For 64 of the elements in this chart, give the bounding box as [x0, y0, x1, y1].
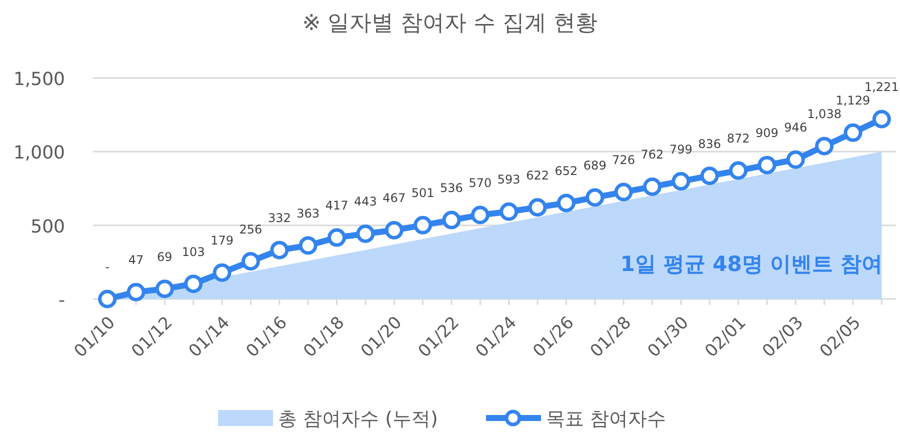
point [500, 202, 518, 221]
legend-label: 목표 참여자수 [546, 408, 666, 430]
point [528, 198, 547, 217]
point [98, 290, 117, 308]
point [328, 228, 346, 247]
point [126, 282, 146, 302]
point [872, 110, 891, 128]
data-label: 179 [210, 234, 234, 248]
data-label: 689 [583, 158, 606, 172]
point [184, 274, 203, 294]
point [241, 252, 260, 271]
point [815, 136, 834, 156]
y-tick-label: - [58, 290, 65, 311]
chart-title: ※ 일자별 참여자 수 집계 현황 [302, 11, 598, 36]
data-label: 1,129 [836, 94, 870, 108]
point [642, 177, 662, 196]
data-label: 1,221 [864, 80, 899, 94]
point [586, 188, 604, 207]
point [442, 210, 461, 230]
point [298, 236, 318, 255]
y-tick-label: 500 [30, 216, 65, 238]
data-label: 762 [640, 148, 664, 162]
data-label: 622 [526, 168, 549, 182]
data-label: 836 [698, 136, 722, 151]
data-label: 799 [669, 142, 692, 156]
point [212, 263, 232, 282]
point [614, 182, 633, 202]
data-label: 570 [468, 176, 492, 190]
data-label: 467 [382, 191, 406, 206]
point [470, 206, 490, 224]
data-label: 103 [182, 244, 205, 259]
point [758, 156, 776, 174]
point [384, 220, 404, 240]
annotation: 1일 평균 48명 이벤트 참여 [620, 252, 883, 276]
y-tick-label: 1,500 [13, 69, 65, 90]
data-label: 652 [554, 164, 578, 178]
data-label: 946 [784, 120, 808, 135]
data-label: 501 [411, 186, 434, 200]
data-label: 47 [128, 253, 144, 268]
data-label: 69 [157, 250, 172, 264]
point [270, 240, 289, 260]
point [356, 224, 375, 243]
data-label: 1,038 [807, 107, 842, 122]
point [786, 150, 805, 169]
y-tick-label: 1,000 [13, 142, 65, 164]
data-label: 593 [497, 172, 520, 187]
data-label: 417 [325, 198, 348, 213]
data-label: 443 [354, 194, 377, 209]
data-label: 909 [755, 126, 778, 140]
point [844, 123, 862, 142]
data-label: 256 [239, 222, 262, 236]
point [700, 166, 719, 186]
point [729, 161, 748, 180]
data-label: 332 [268, 211, 291, 226]
data-label: 872 [726, 132, 750, 146]
point [672, 172, 690, 191]
data-label: 726 [612, 153, 636, 168]
legend-label: 총 참여자수 (누적) [278, 408, 438, 430]
point [155, 280, 174, 298]
data-label: - [105, 260, 110, 274]
point [414, 216, 432, 234]
point [556, 194, 576, 212]
data-label: 536 [440, 181, 463, 196]
data-label: 363 [296, 206, 320, 221]
